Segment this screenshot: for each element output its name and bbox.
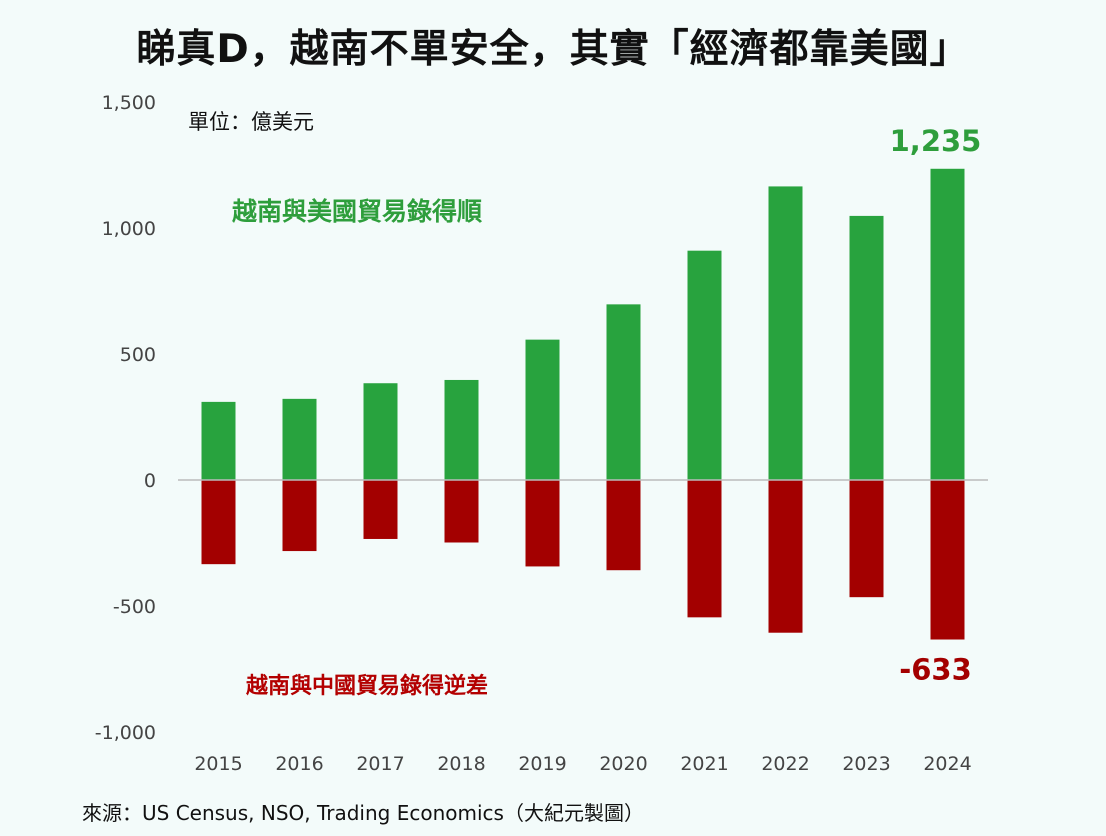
bar-china-2016 [282, 480, 317, 552]
bar-us-2019 [525, 339, 560, 480]
bar-us-2015 [201, 401, 236, 480]
x-tick-label: 2018 [437, 753, 485, 775]
y-tick-label: 1,000 [102, 218, 156, 240]
y-tick-label: 0 [144, 470, 156, 492]
bar-us-2017 [363, 383, 398, 480]
bar-us-2024 [930, 168, 965, 480]
bar-us-2021 [687, 250, 722, 480]
bar-china-2022 [768, 480, 803, 633]
x-tick-label: 2022 [761, 753, 809, 775]
bar-china-2023 [849, 480, 884, 598]
x-tick-label: 2015 [194, 753, 242, 775]
x-tick-label: 2020 [599, 753, 647, 775]
x-tick-label: 2016 [275, 753, 323, 775]
y-tick-label: -1,000 [95, 722, 156, 744]
bar-us-2023 [849, 215, 884, 481]
bar-us-2022 [768, 186, 803, 481]
x-tick-label: 2024 [923, 753, 971, 775]
series-annotation-us: 越南與美國貿易錄得順 [232, 197, 483, 226]
bar-china-2018 [444, 480, 479, 543]
bar-us-2016 [282, 398, 317, 480]
bar-china-2019 [525, 480, 560, 567]
y-tick-label: 500 [120, 344, 156, 366]
unit-label: 單位：億美元 [188, 110, 314, 134]
bar-china-2017 [363, 480, 398, 539]
x-tick-label: 2023 [842, 753, 890, 775]
data-label-us-2024: 1,235 [890, 124, 982, 158]
data-labels: 1,235 -633 [890, 124, 982, 687]
bar-us-2018 [444, 379, 479, 480]
bar-us-2020 [606, 304, 641, 480]
x-tick-label: 2017 [356, 753, 404, 775]
y-tick-label: -500 [113, 596, 156, 618]
y-axis: 1,500 1,000 500 0 -500 -1,000 [95, 92, 156, 744]
x-tick-label: 2019 [518, 753, 566, 775]
x-tick-label: 2021 [680, 753, 728, 775]
bar-china-2015 [201, 480, 236, 565]
data-label-china-2024: -633 [899, 653, 972, 687]
bars [201, 168, 965, 640]
series-annotation-china: 越南與中國貿易錄得逆差 [246, 674, 489, 699]
bar-china-2021 [687, 480, 722, 618]
y-tick-label: 1,500 [102, 92, 156, 114]
source-note: 來源：US Census, NSO, Trading Economics（大紀元… [82, 801, 644, 825]
chart-title: 睇真D，越南不單安全，其實「經濟都靠美國」 [136, 27, 970, 72]
x-axis: 2015 2016 2017 2018 2019 2020 2021 2022 2023 2024 [194, 753, 971, 775]
bar-china-2024 [930, 480, 965, 640]
bar-china-2020 [606, 480, 641, 571]
